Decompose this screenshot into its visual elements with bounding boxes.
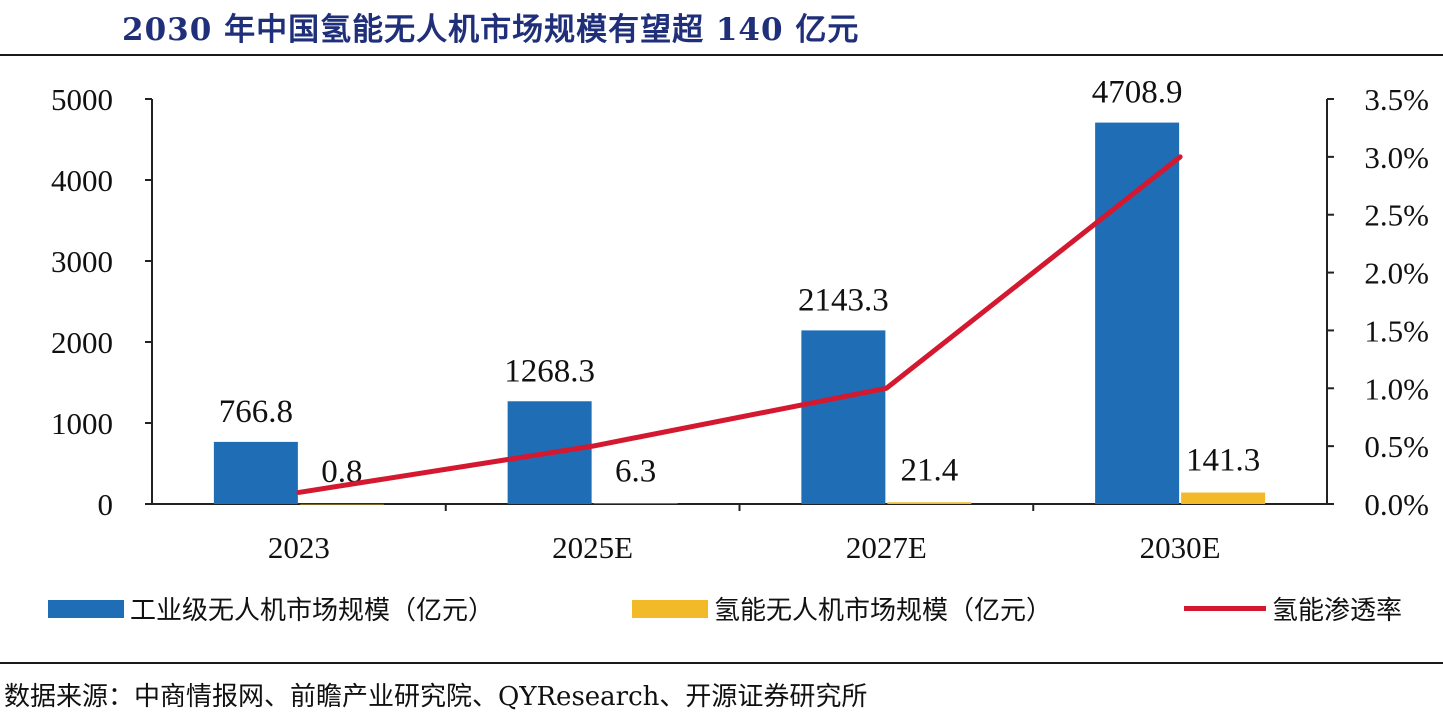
legend: 工业级无人机市场规模（亿元） 氢能无人机市场规模（亿元） 氢能渗透率 <box>0 590 1443 630</box>
legend-item-penetration: 氢能渗透率 <box>1184 590 1402 627</box>
title-divider <box>0 54 1443 56</box>
data-label-industrial: 4708.9 <box>1092 75 1183 111</box>
legend-item-hydrogen: 氢能无人机市场规模（亿元） <box>632 590 1052 627</box>
left-tick-label: 1000 <box>51 406 113 441</box>
legend-line-penetration <box>1184 606 1266 611</box>
data-label-hydrogen: 141.3 <box>1186 443 1260 479</box>
right-tick-label: 1.0% <box>1364 371 1429 406</box>
left-tick-label: 0 <box>98 487 114 522</box>
bar-hydrogen <box>887 502 972 504</box>
data-label-hydrogen: 21.4 <box>901 452 959 488</box>
bar-industrial <box>1095 122 1180 504</box>
x-tick-label: 2023 <box>268 530 330 565</box>
legend-label-industrial: 工业级无人机市场规模（亿元） <box>130 596 495 626</box>
left-tick-label: 2000 <box>51 325 113 360</box>
x-tick-label: 2025E <box>552 530 633 565</box>
right-tick-label: 3.0% <box>1364 140 1429 175</box>
legend-label-hydrogen: 氢能无人机市场规模（亿元） <box>714 596 1053 626</box>
penetration-point <box>1179 156 1181 158</box>
penetration-point <box>592 445 594 447</box>
legend-swatch-hydrogen <box>632 599 708 618</box>
right-tick-label: 1.5% <box>1364 313 1429 348</box>
left-tick-label: 4000 <box>51 163 113 198</box>
left-tick-label: 5000 <box>51 82 113 117</box>
x-tick-label: 2030E <box>1140 530 1221 565</box>
data-label-industrial: 766.8 <box>219 394 293 430</box>
source-note: 数据来源：中商情报网、前瞻产业研究院、QYResearch、开源证券研究所 <box>4 682 868 712</box>
bar-hydrogen <box>299 503 384 505</box>
right-tick-label: 2.0% <box>1364 256 1429 291</box>
penetration-point <box>298 491 300 493</box>
right-tick-label: 0.0% <box>1364 487 1429 522</box>
legend-swatch-industrial <box>48 599 124 618</box>
penetration-line <box>296 154 1183 495</box>
chart-title: 2030 年中国氢能无人机市场规模有望超 140 亿元 <box>122 12 860 48</box>
data-label-industrial: 2143.3 <box>798 282 889 318</box>
data-label-industrial: 1268.3 <box>504 353 595 389</box>
data-label-hydrogen: 6.3 <box>615 453 656 489</box>
bar-industrial <box>213 441 298 504</box>
right-tick-label: 3.5% <box>1364 82 1429 117</box>
left-tick-label: 3000 <box>51 244 113 279</box>
source-divider <box>0 662 1443 664</box>
legend-item-industrial: 工业级无人机市场规模（亿元） <box>48 590 494 627</box>
bar-hydrogen <box>1181 492 1266 504</box>
right-tick-label: 2.5% <box>1364 198 1429 233</box>
right-tick-label: 0.5% <box>1364 429 1429 464</box>
legend-label-penetration: 氢能渗透率 <box>1272 596 1403 626</box>
bar-industrial <box>801 330 886 504</box>
penetration-point <box>885 387 887 389</box>
bar-hydrogen <box>593 503 678 504</box>
x-tick-label: 2027E <box>846 530 927 565</box>
chart-area: 0 1000 2000 3000 4000 5000 0.0% 0.5% 1.0% 1.5% 2.0… <box>51 75 1429 565</box>
